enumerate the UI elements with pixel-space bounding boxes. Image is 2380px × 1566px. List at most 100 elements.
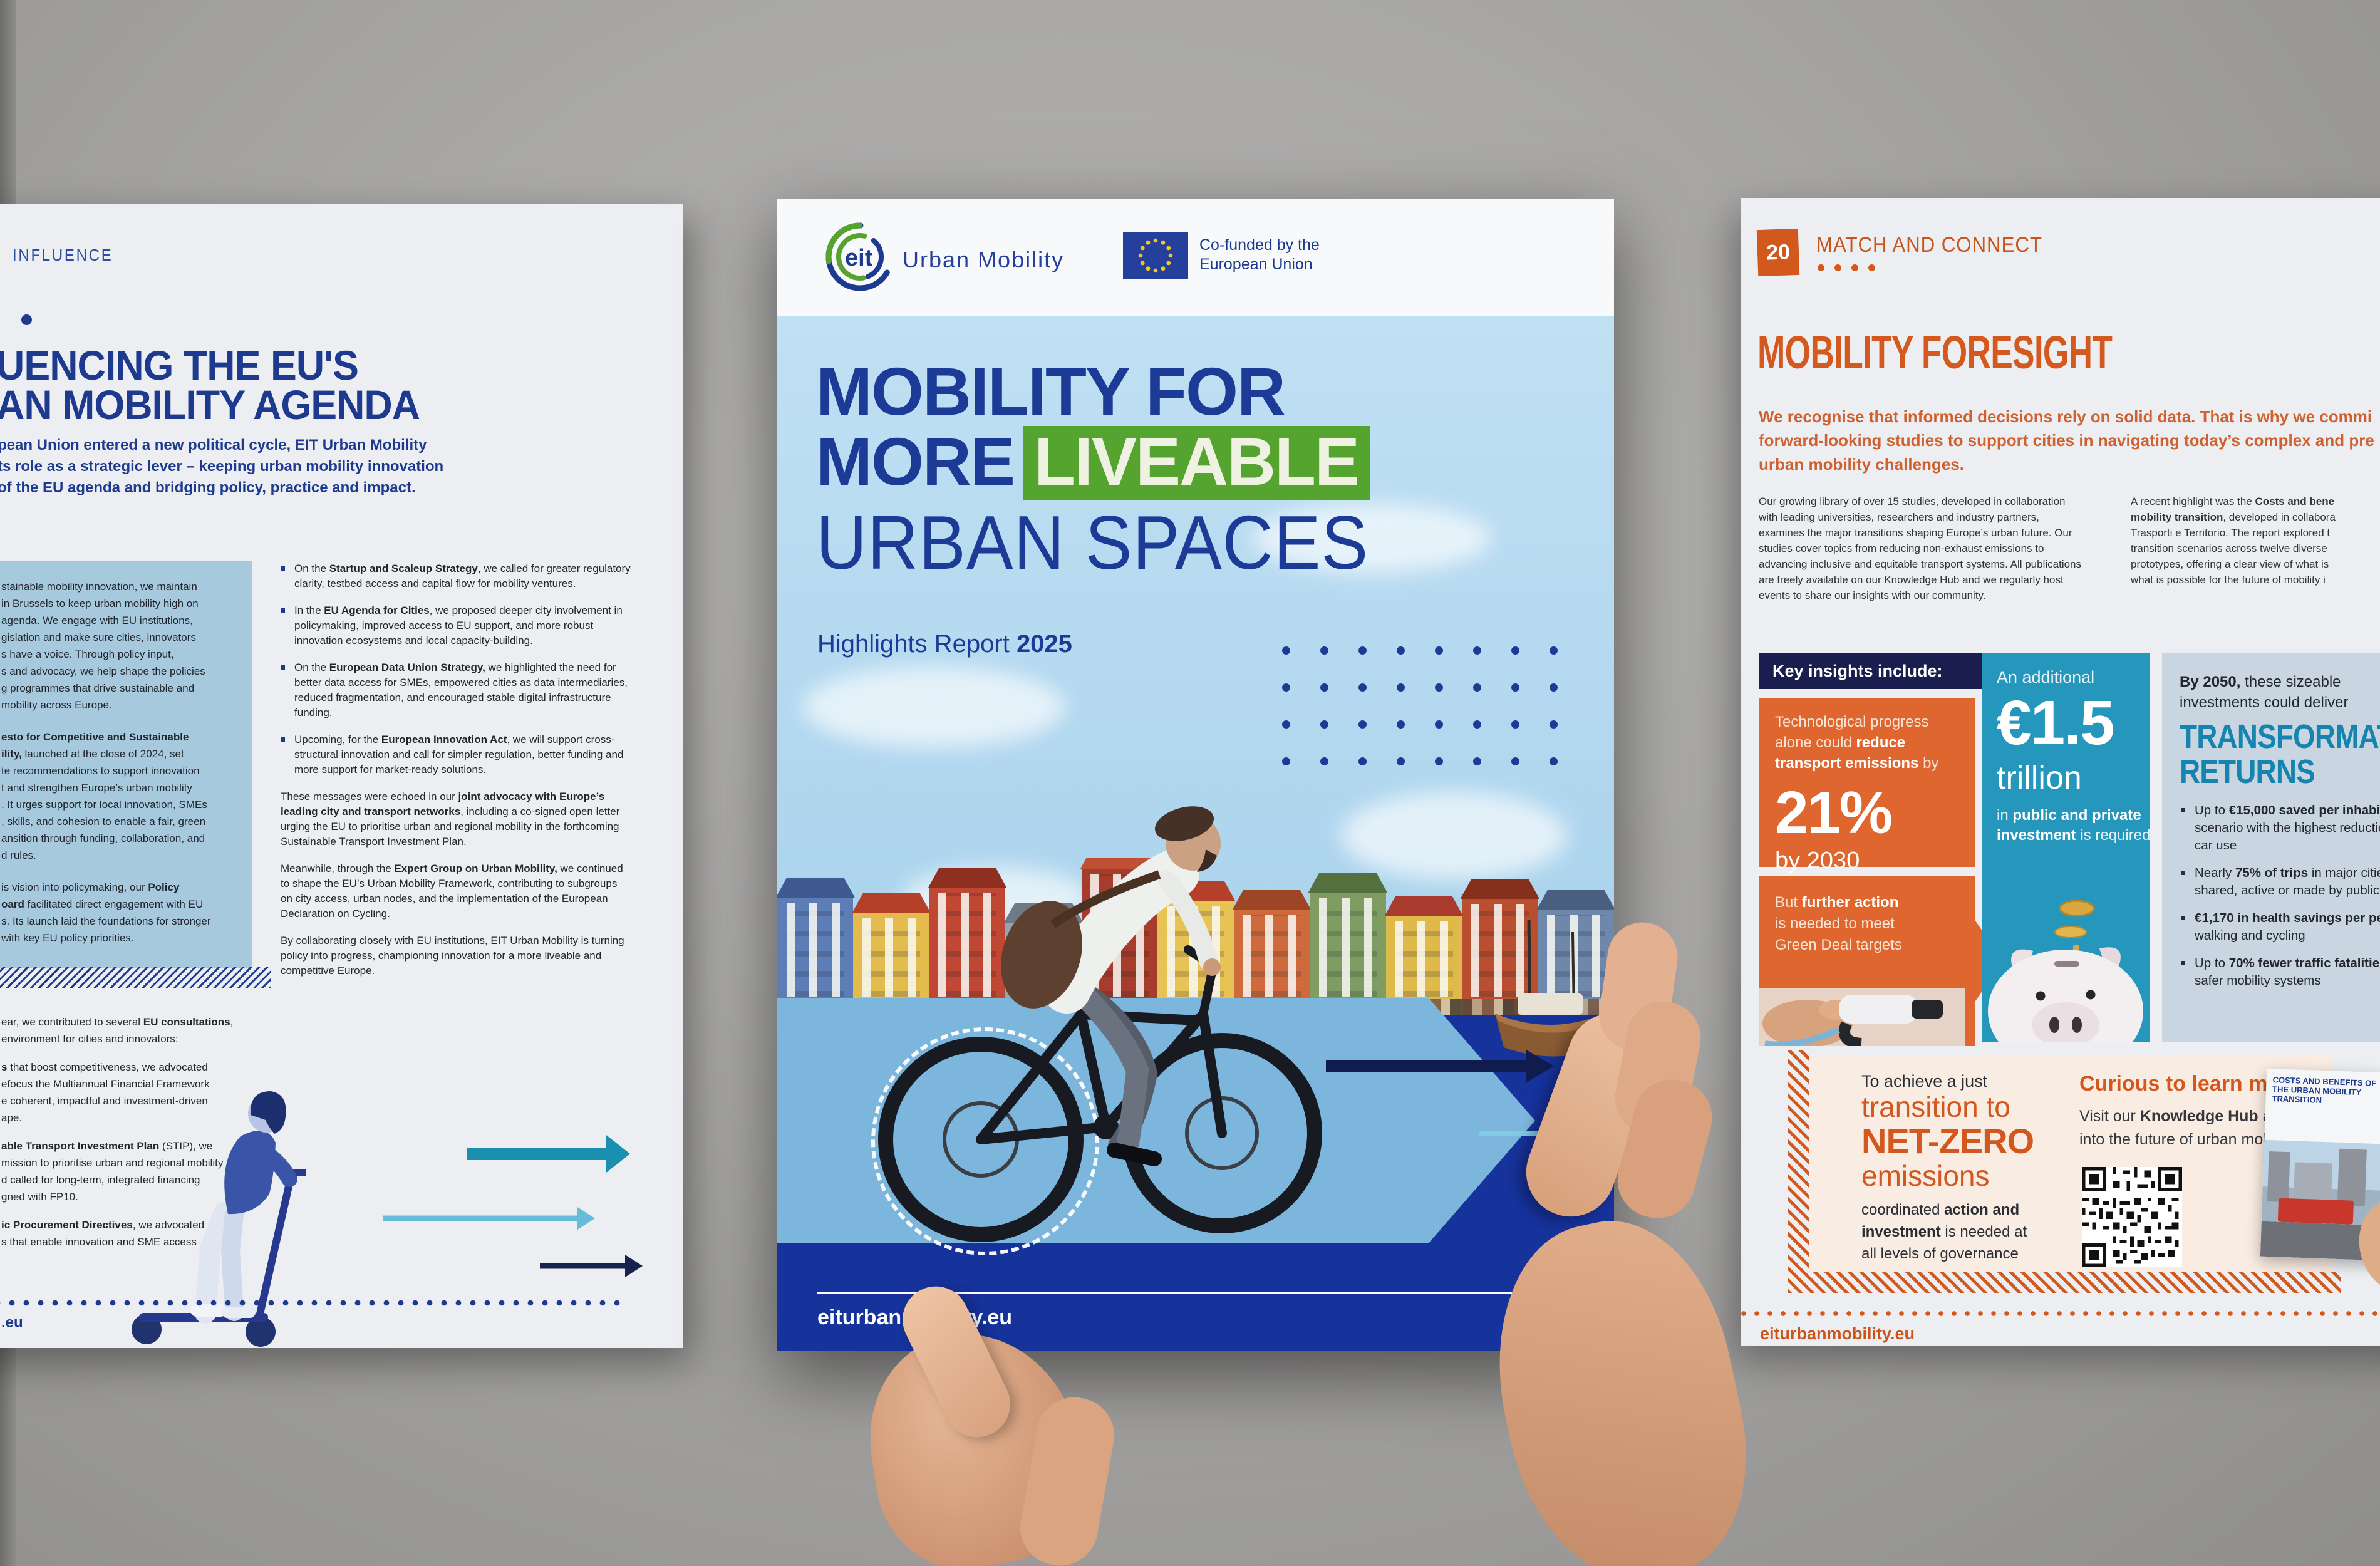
text-line: AN MOBILITY AGENDA [0, 381, 420, 428]
text-segment: walking and cycling [2195, 928, 2305, 943]
further-action-box: But further action is needed to meet Green… [1759, 876, 1975, 1046]
text-segment: what is possible for the future of mobil… [2131, 574, 2326, 586]
text-line: Trasporti e Territorio. The report explo… [2131, 525, 2336, 541]
paragraph: esto for Competitive and Sustainable ilit… [1, 729, 247, 864]
text-segment: scenario with the highest reduction [2195, 821, 2380, 835]
text-segment: ear, we contributed to several [1, 1016, 143, 1028]
logo-wordmark: Urban Mobility [903, 247, 1065, 272]
investment-unit: trillion [1997, 760, 2082, 796]
returns-heading: TRANSFORMAT RETURNS [2180, 719, 2380, 789]
text-line: UENCING THE EU'S [0, 342, 359, 388]
text-segment: EU Agenda for Cities [324, 604, 430, 616]
dot [1282, 646, 1290, 655]
dots-row [1282, 757, 1588, 765]
text-segment: facilitated direct engagement with EU [24, 898, 204, 910]
text-segment: ape. [1, 1112, 23, 1124]
text-line: shared, active or made by public tra [2195, 882, 2380, 900]
studies-paragraph: Our growing library of over 15 studies, … [1759, 495, 2082, 601]
text-segment: transition scenarios across twelve diver… [2131, 542, 2327, 554]
text-segment: t and strengthen Europe’s urban mobility [1, 782, 192, 794]
text-segment: te recommendations to support innovation [1, 765, 200, 777]
paragraph: Meanwhile, through the Expert Group on U… [281, 861, 631, 921]
house-roof [777, 878, 855, 898]
house-roof [1460, 879, 1539, 899]
text-line: Technological progress [1775, 712, 1975, 732]
text-line: agenda. We engage with EU institutions, [1, 612, 247, 629]
text-segment: d rules. [1, 849, 36, 861]
text-line: ts role as a strategic lever – keeping u… [0, 458, 444, 475]
cover-navy-arrow-icon [1326, 1050, 1554, 1082]
text-line: oard facilitated direct engagement with … [1, 896, 247, 913]
dot [1435, 720, 1443, 729]
bullet-item: €1,170 in health savings per perso walkin… [2180, 910, 2380, 945]
dot [1435, 646, 1443, 655]
text-line: with key EU policy priorities. [1, 930, 247, 946]
house-roof [928, 868, 1007, 888]
dot [1397, 720, 1405, 729]
bullet-item: In the EU Agenda for Cities, we proposed… [281, 603, 631, 648]
navy-dotted-divider [0, 1299, 623, 1307]
right-page-footer-url: eiturbanmobility.eu [1760, 1324, 1915, 1343]
text-segment: gned with FP10. [1, 1191, 78, 1203]
house-roof [1384, 896, 1464, 916]
eit-urban-mobility-logo-icon: eit [825, 222, 894, 291]
dot [1397, 683, 1405, 692]
text-line: ape. [1, 1109, 233, 1126]
text-line: mission to prioritise urban and regional… [1, 1154, 233, 1171]
policy-highlight-box: stainable mobility innovation, we mainta… [0, 561, 252, 968]
text-segment: s that enable innovation and SME access [1, 1236, 197, 1248]
paragraph: These messages were echoed in our joint … [281, 789, 631, 849]
text-segment: Upcoming, for the [294, 734, 381, 745]
text-segment: by [1918, 755, 1939, 772]
text-line: investment is required [1997, 826, 2150, 846]
dot [1473, 646, 1481, 655]
text-segment: with key EU policy priorities. [1, 932, 134, 944]
bullet-item: Up to €15,000 saved per inhabitan scenari… [2180, 802, 2380, 854]
dot [1358, 720, 1367, 729]
cover-title-line1: MOBILITY FOR [816, 353, 1286, 429]
dot [1511, 646, 1519, 655]
dot [1397, 757, 1405, 765]
cyclist-photo [878, 806, 1322, 1242]
text-segment: oard [1, 898, 24, 910]
text-segment: €1,170 in health savings per perso [2195, 911, 2380, 925]
text-segment: public and private [2012, 807, 2141, 824]
text-segment: Policy [148, 881, 180, 893]
house-windows [1318, 898, 1377, 997]
cover-title-more: MORE [816, 423, 1015, 499]
text-segment: By collaborating closely with EU institu… [281, 935, 624, 977]
ev-plug-photo [1759, 988, 1965, 1046]
text-line: into the future of urban mobility. [2079, 1128, 2322, 1151]
text-segment: , [230, 1016, 234, 1028]
text-segment: €15,000 saved per inhabitan [2228, 803, 2380, 817]
text-line: safer mobility systems [2195, 972, 2380, 990]
text-segment: Trasporti e Territorio. The report explo… [2131, 527, 2331, 539]
cover-title-line3: URBAN SPACES [816, 500, 1369, 585]
text-line: t and strengthen Europe’s urban mobility [1, 779, 247, 796]
house-windows [938, 893, 996, 997]
bullet-item: On the European Data Union Strategy, we … [281, 660, 631, 720]
text-line: in public and private [1997, 806, 2150, 826]
section-dot [21, 314, 32, 325]
text-segment: Up to [2195, 956, 2229, 970]
dot [1473, 683, 1481, 692]
text-line: But further action [1775, 892, 1975, 913]
hatch-border-left [1788, 1050, 1809, 1293]
text-segment: investment [1861, 1223, 1941, 1240]
paragraph: By collaborating closely with EU institu… [281, 933, 631, 978]
left-page-intro: pean Union entered a new political cycle… [0, 435, 443, 499]
text-line: coordinated action and [1861, 1199, 2034, 1221]
text-line: Nearly 75% of trips in major cities c [2195, 864, 2380, 882]
report-thumbnail-title: Costs and benefits of the urban mobility… [2272, 1075, 2377, 1105]
returns-lead: By 2050, these sizeable investments could… [2180, 672, 2380, 713]
text-segment: car use [2195, 838, 2237, 853]
text-segment: investment [1997, 827, 2076, 844]
text-segment: Visit our [2079, 1107, 2140, 1125]
text-line: forward-looking studies to support citie… [1759, 431, 2374, 450]
text-segment: But [1775, 894, 1802, 911]
text-segment: d called for long-term, integrated finan… [1, 1174, 200, 1186]
text-segment: , including a co-signed open letter urgi… [281, 806, 620, 848]
text-segment: 75% of trips [2235, 866, 2309, 880]
dot [1435, 757, 1443, 765]
